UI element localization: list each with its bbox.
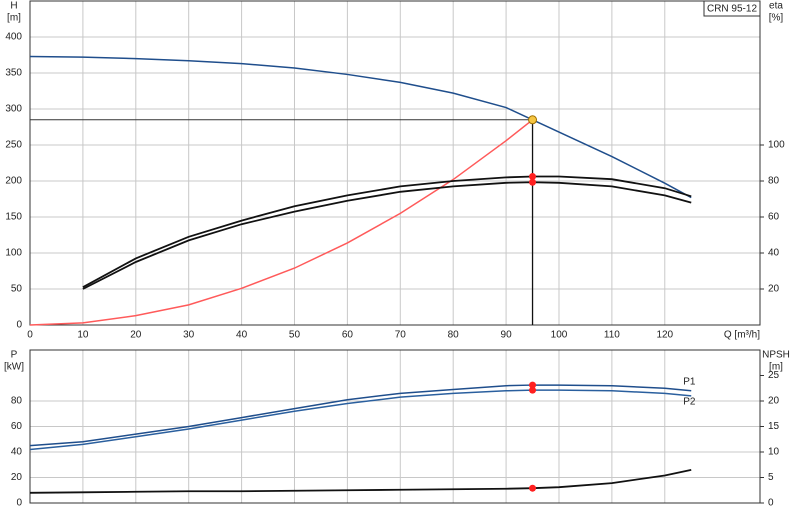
- y-tick-label: 350: [5, 68, 22, 79]
- legend-text: CRN 95-12: [707, 4, 757, 15]
- y-axis-label: P: [11, 350, 18, 361]
- x-tick-label: 80: [448, 330, 460, 341]
- y-tick-label: 100: [5, 248, 22, 259]
- y-tick-label: 200: [5, 176, 22, 187]
- x-tick-label: 0: [27, 330, 33, 341]
- y2-tick-label: 20: [768, 284, 780, 295]
- y2-tick-label: 100: [768, 140, 785, 151]
- y-tick-label: 20: [11, 472, 23, 483]
- legend-box: [703, 0, 761, 17]
- x-tick-label: 70: [395, 330, 407, 341]
- series-line: [82, 181, 692, 290]
- duty-marker: [529, 381, 537, 389]
- y2-tick-label: 25: [768, 370, 780, 381]
- y-axis-label: [kW]: [4, 362, 24, 373]
- duty-marker: [529, 386, 537, 394]
- y-tick-label: 0: [16, 320, 22, 331]
- duty-point: [528, 115, 538, 125]
- duty-marker: [529, 178, 537, 186]
- y2-tick-label: 20: [768, 396, 780, 407]
- plot-frame: [29, 349, 761, 504]
- y-tick-label: 80: [11, 396, 23, 407]
- x-tick-label: 10: [77, 330, 89, 341]
- y-tick-label: 60: [11, 421, 23, 432]
- y2-tick-label: 15: [768, 421, 780, 432]
- y2-tick-label: 60: [768, 212, 780, 223]
- y-tick-label: 150: [5, 212, 22, 223]
- y2-axis-label: [m]: [769, 362, 783, 373]
- series-line: [29, 384, 692, 447]
- series-label: P2: [683, 397, 696, 408]
- y-axis-label: H: [10, 1, 17, 12]
- series-line: [29, 55, 692, 199]
- y-tick-label: 50: [11, 284, 23, 295]
- x-tick-label: 50: [289, 330, 301, 341]
- series-line: [29, 468, 692, 494]
- x-tick-label: 20: [130, 330, 142, 341]
- x-tick-label: 110: [604, 330, 620, 341]
- series-line: [29, 389, 692, 451]
- y2-tick-label: 10: [768, 447, 780, 458]
- x-tick-label: 30: [183, 330, 195, 341]
- y-tick-label: 40: [11, 447, 23, 458]
- y2-axis-label: NPSH: [762, 350, 790, 361]
- y-tick-label: 250: [5, 140, 22, 151]
- y2-tick-label: 0: [768, 498, 774, 509]
- y2-tick-label: 5: [768, 472, 774, 483]
- y2-tick-label: 40: [768, 248, 780, 259]
- series-line: [29, 119, 534, 326]
- y2-tick-label: 80: [768, 176, 780, 187]
- y2-axis-label: [%]: [769, 13, 784, 24]
- x-tick-label: 40: [236, 330, 248, 341]
- x-tick-label: 60: [342, 330, 354, 341]
- x-axis-label: Q [m³/h]: [724, 330, 760, 341]
- duty-marker: [529, 173, 537, 180]
- y-tick-label: 400: [5, 32, 22, 43]
- y2-axis-label: eta: [769, 1, 783, 12]
- series-line: [82, 175, 692, 288]
- y-tick-label: 300: [5, 104, 22, 115]
- x-tick-label: 90: [501, 330, 513, 341]
- y-axis-label: [m]: [7, 13, 21, 24]
- x-tick-label: 120: [656, 330, 673, 341]
- duty-marker: [529, 484, 537, 492]
- plot-frame: [29, 0, 761, 326]
- x-tick-label: 100: [551, 330, 568, 341]
- series-label: P1: [683, 376, 696, 387]
- y-tick-label: 0: [16, 498, 22, 509]
